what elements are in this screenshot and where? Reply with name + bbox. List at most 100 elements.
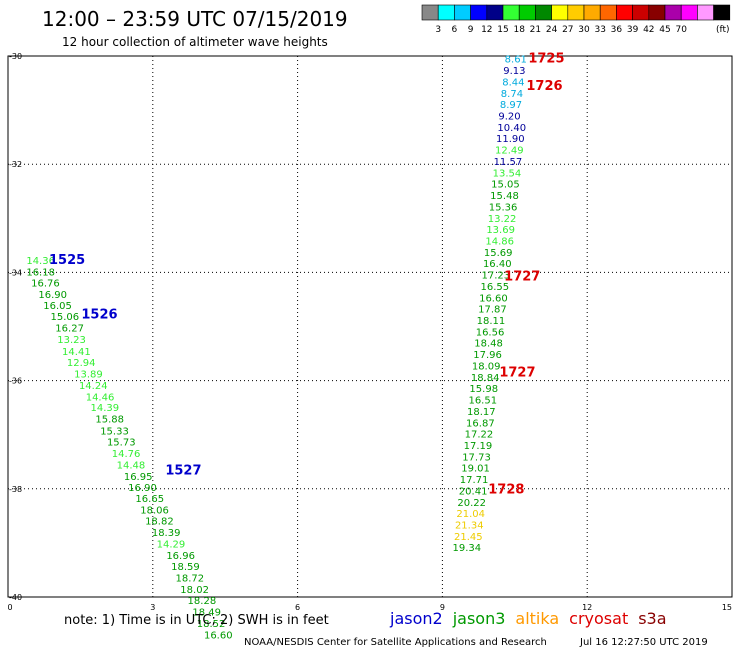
wave-height-value: 14.86 bbox=[485, 236, 514, 247]
color-scale-label: 9 bbox=[468, 25, 474, 35]
x-axis-ticks: 0 3 6 9 12 15 bbox=[7, 603, 732, 612]
page-subtitle: 12 hour collection of altimeter wave hei… bbox=[62, 35, 328, 49]
grid-lines bbox=[8, 56, 732, 597]
color-scale-swatch bbox=[535, 4, 552, 21]
footer-credit: NOAA/NESDIS Center for Satellite Applica… bbox=[244, 637, 547, 648]
color-scale-swatch bbox=[599, 4, 617, 21]
wave-height-value: 14.76 bbox=[112, 449, 141, 460]
color-scale-label: 3 bbox=[435, 25, 441, 35]
wave-height-value: 13.23 bbox=[57, 335, 86, 346]
page-title: 12:00 – 23:59 UTC 07/15/2019 bbox=[42, 7, 348, 31]
y-tick-label: -36 bbox=[9, 377, 22, 386]
wave-height-value: 16.05 bbox=[43, 301, 72, 312]
y-tick-label: -32 bbox=[9, 160, 22, 169]
color-scale-swatch bbox=[697, 4, 714, 21]
color-scale-label: 45 bbox=[659, 25, 670, 35]
color-scale-label: 39 bbox=[627, 25, 639, 35]
color-scale-bar bbox=[421, 4, 731, 21]
y-tick-label: -30 bbox=[9, 52, 22, 61]
color-scale-swatch bbox=[616, 4, 633, 21]
y-tick-label: -38 bbox=[9, 485, 22, 494]
wave-height-value: 14.46 bbox=[86, 392, 115, 403]
wave-height-value: 12.49 bbox=[495, 146, 524, 157]
color-scale-unit: (ft) bbox=[716, 25, 730, 35]
plot-frame bbox=[7, 55, 733, 598]
wave-height-value: 18.84 bbox=[471, 373, 500, 384]
wave-height-value: 17.19 bbox=[464, 441, 493, 452]
wave-height-value: 18.39 bbox=[152, 528, 181, 539]
wave-height-value: 16.27 bbox=[55, 324, 84, 335]
wave-height-value: 13.89 bbox=[74, 370, 103, 381]
wave-height-value: 18.09 bbox=[472, 361, 501, 372]
wave-height-value: 16.96 bbox=[166, 551, 195, 562]
x-tick-label: 12 bbox=[582, 603, 592, 612]
wave-height-value: 15.69 bbox=[484, 248, 513, 259]
wave-height-value: 21.45 bbox=[454, 532, 483, 543]
legend-item-cryosat: cryosat bbox=[569, 609, 628, 628]
wave-height-value: 16.60 bbox=[479, 293, 508, 304]
track-label: 1726 bbox=[526, 79, 562, 94]
wave-height-value: 16.51 bbox=[468, 396, 497, 407]
color-scale-label: 30 bbox=[578, 25, 590, 35]
wave-height-value: 17.73 bbox=[462, 452, 491, 463]
x-tick-label: 15 bbox=[722, 603, 732, 612]
color-scale-swatch bbox=[454, 4, 471, 21]
x-tick-label: 6 bbox=[295, 603, 300, 612]
color-scale-swatch bbox=[437, 4, 455, 21]
color-scale-swatch bbox=[470, 4, 488, 21]
wave-height-value: 11.57 bbox=[494, 157, 523, 168]
wave-height-value: 16.55 bbox=[481, 282, 510, 293]
color-scale-swatch bbox=[567, 4, 585, 21]
wave-height-value: 18.17 bbox=[467, 407, 496, 418]
color-scale-label: 42 bbox=[643, 25, 654, 35]
x-tick-label: 9 bbox=[440, 603, 445, 612]
color-scale-swatch bbox=[680, 4, 698, 21]
wave-height-value: 14.36 bbox=[26, 256, 55, 267]
wave-height-value: 18.52 bbox=[197, 619, 226, 630]
track-label: 1525 bbox=[49, 253, 85, 268]
wave-height-value: 14.39 bbox=[91, 403, 120, 414]
color-scale-label: 24 bbox=[546, 25, 558, 35]
color-scale-label: 70 bbox=[675, 25, 687, 35]
wave-height-value: 14.48 bbox=[117, 460, 146, 471]
wave-height-value: 14.29 bbox=[157, 539, 186, 550]
wave-height-value: 16.18 bbox=[26, 267, 55, 278]
color-scale-label: 36 bbox=[611, 25, 623, 35]
color-scale-swatch bbox=[502, 4, 520, 21]
wave-height-value: 16.90 bbox=[128, 483, 157, 494]
satellite-legend: jason2 jason3 altika cryosat s3a bbox=[389, 609, 667, 628]
wave-height-value: 15.05 bbox=[491, 180, 520, 191]
wave-height-value: 9.13 bbox=[503, 66, 525, 77]
wave-height-value: 9.20 bbox=[498, 112, 520, 123]
color-scale-label: 21 bbox=[530, 25, 541, 35]
color-scale-swatch bbox=[518, 4, 536, 21]
legend-item-s3a: s3a bbox=[638, 609, 666, 628]
wave-height-value: 18.02 bbox=[180, 585, 209, 596]
y-tick-label: -34 bbox=[9, 268, 22, 277]
wave-height-value: 10.40 bbox=[497, 123, 526, 134]
wave-height-value: 21.34 bbox=[455, 521, 484, 532]
footer-timestamp: Jul 16 12:27:50 UTC 2019 bbox=[579, 637, 708, 648]
wave-height-value: 17.71 bbox=[460, 475, 489, 486]
wave-height-value: 16.76 bbox=[31, 279, 60, 290]
color-scale-swatch bbox=[583, 4, 601, 21]
wave-height-value: 18.82 bbox=[145, 517, 174, 528]
wave-height-value: 13.22 bbox=[488, 214, 517, 225]
x-tick-label: 3 bbox=[150, 603, 155, 612]
wave-height-value: 18.11 bbox=[477, 316, 506, 327]
wave-height-points: 14.3616.1816.7616.9016.0515.0616.2713.23… bbox=[26, 55, 527, 642]
color-scale-labels: 3 6 9 12 15 18 21 24 27 30 33 36 39 42 45 70 bbox=[435, 25, 687, 35]
color-scale-label: 15 bbox=[497, 25, 508, 35]
color-scale-label: 18 bbox=[513, 25, 525, 35]
wave-height-value: 15.33 bbox=[100, 426, 129, 437]
wave-height-value: 17.22 bbox=[465, 430, 494, 441]
wave-height-value: 16.40 bbox=[483, 259, 512, 270]
wave-height-value: 15.36 bbox=[489, 202, 518, 213]
wave-height-value: 12.94 bbox=[67, 358, 96, 369]
color-scale-swatch bbox=[632, 4, 650, 21]
wave-height-value: 18.48 bbox=[474, 339, 503, 350]
wave-height-value: 8.44 bbox=[502, 77, 524, 88]
wave-height-value: 16.87 bbox=[466, 418, 495, 429]
wave-height-value: 16.90 bbox=[38, 290, 67, 301]
wave-height-value: 8.97 bbox=[500, 100, 522, 111]
